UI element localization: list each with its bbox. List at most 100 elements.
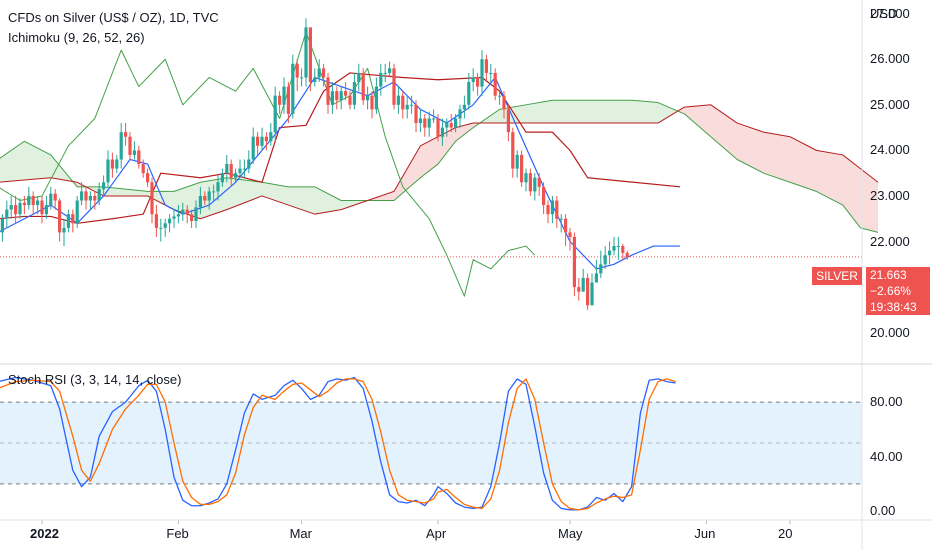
candle-body [577, 287, 581, 292]
candle [590, 273, 594, 306]
candle-body [295, 63, 299, 78]
candle-body [612, 246, 616, 251]
candle-body [110, 159, 114, 169]
candle [238, 159, 242, 178]
candle [300, 68, 304, 87]
candle [484, 54, 488, 83]
candle [282, 77, 286, 114]
candle-body [383, 72, 387, 74]
candle-body [317, 68, 321, 78]
candle-body [75, 200, 79, 224]
candle [542, 182, 546, 215]
candle-body [366, 95, 370, 101]
candle [506, 104, 510, 142]
leading-span-a [0, 99, 879, 233]
candle-body [172, 216, 176, 219]
candle [40, 195, 44, 224]
candle-body [251, 136, 255, 160]
candlesticks [0, 18, 629, 310]
candle [220, 168, 224, 187]
candle-body [132, 150, 136, 155]
candle [550, 195, 554, 224]
candle [515, 150, 519, 178]
candle-body [427, 118, 431, 128]
candle [137, 145, 141, 169]
last-price: 21.663 [870, 268, 907, 282]
time-tick-label: Jun [694, 526, 716, 541]
candle-body [498, 95, 502, 97]
candle-body [520, 154, 524, 183]
candle [370, 91, 374, 119]
candle [234, 168, 238, 183]
candle [176, 205, 180, 224]
candle [102, 175, 106, 196]
candle-body [181, 209, 185, 215]
candle-body [418, 118, 422, 124]
candle-body [278, 95, 282, 105]
stoch-k-line [0, 376, 676, 511]
candle-body [454, 118, 458, 128]
candle-body [396, 95, 400, 105]
candle [357, 63, 361, 92]
candle [88, 191, 92, 210]
candle [181, 202, 185, 222]
candle [212, 184, 216, 201]
candle-body [621, 246, 625, 253]
candle [361, 68, 365, 105]
candle [418, 109, 422, 133]
bar-countdown: 19:38:43 [870, 300, 917, 314]
candle [621, 243, 625, 260]
candle-body [352, 82, 356, 105]
candle-body [322, 68, 326, 78]
candle [440, 118, 444, 146]
candle-body [480, 59, 484, 87]
candle-body [62, 227, 66, 233]
candle-body [18, 202, 22, 215]
candle [568, 227, 572, 251]
candle-body [330, 91, 334, 105]
candle-body [176, 214, 180, 217]
candle-body [40, 200, 44, 215]
candle-body [537, 177, 541, 187]
stoch-tick-label: 0.00 [870, 503, 896, 519]
time-tick-label: 20 [778, 526, 793, 541]
candle [194, 200, 198, 228]
candle-body [339, 91, 343, 101]
candle-body [256, 136, 260, 146]
candle-body [489, 72, 493, 74]
candle-body [150, 182, 154, 215]
candle-body [242, 168, 246, 170]
candle-body [392, 68, 396, 105]
candle [392, 63, 396, 110]
candle-body [467, 82, 471, 105]
candle [524, 168, 528, 192]
candle [119, 123, 123, 169]
candle-body [216, 182, 220, 192]
candle [286, 82, 290, 124]
candle-body [524, 173, 528, 183]
candle-body [225, 164, 229, 174]
candle-body [436, 118, 440, 137]
candle [97, 182, 101, 206]
candle-body [533, 177, 537, 192]
candle-body [5, 209, 9, 219]
candle [141, 159, 145, 178]
candle-body [269, 132, 273, 142]
candle [572, 232, 576, 297]
candle-body [564, 218, 568, 233]
candle-body [291, 63, 295, 114]
candle-body [286, 86, 290, 114]
candle-body [603, 255, 607, 265]
candle [247, 150, 251, 174]
candle-body [414, 104, 418, 124]
candle-body [304, 27, 308, 78]
price-tick-label: 25.000 [870, 96, 910, 112]
candle-body [440, 127, 444, 137]
candle [80, 182, 84, 206]
candle-body [493, 72, 497, 96]
candle [555, 195, 559, 228]
stoch-tick-label: 40.00 [870, 448, 903, 464]
candle-body [71, 214, 75, 224]
candle-body [484, 59, 488, 73]
